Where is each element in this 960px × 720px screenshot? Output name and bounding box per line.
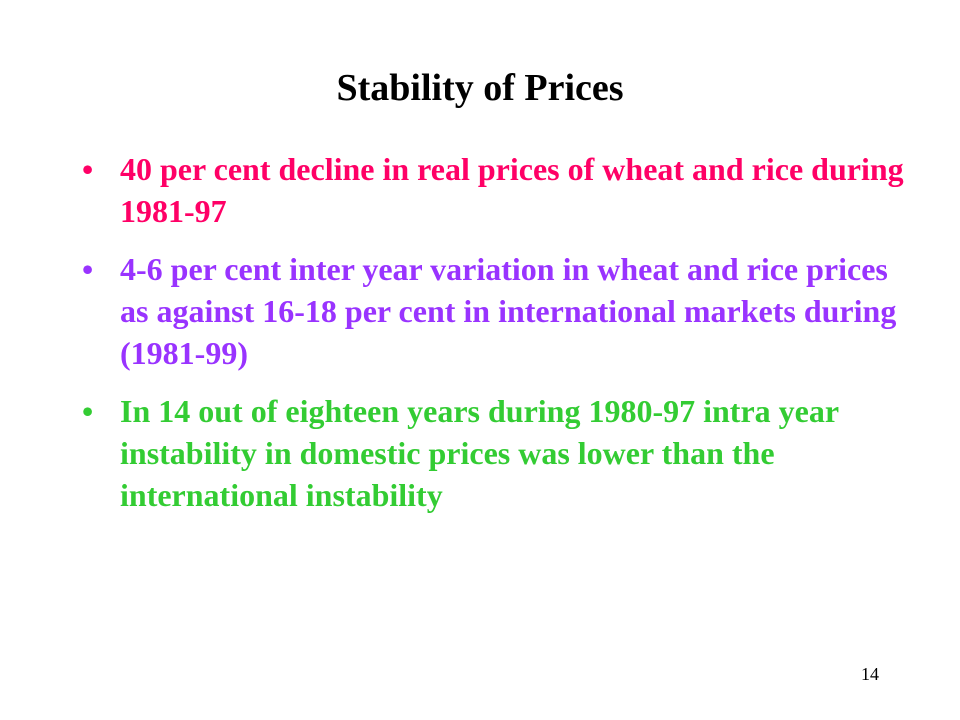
bullet-item: • 4-6 per cent inter year variation in w…: [82, 248, 922, 374]
bullet-dot-icon: •: [82, 151, 94, 187]
page-number: 14: [861, 664, 879, 684]
bullet-text: In 14 out of eighteen years during 1980-…: [120, 393, 839, 513]
bullet-dot-icon: •: [82, 251, 94, 287]
bullet-dot-icon: •: [82, 393, 94, 429]
bullet-text: 4-6 per cent inter year variation in whe…: [120, 251, 897, 371]
bullet-text: 40 per cent decline in real prices of wh…: [120, 151, 904, 229]
bullet-item: • 40 per cent decline in real prices of …: [82, 148, 922, 232]
slide-title: Stability of Prices: [336, 67, 624, 109]
bullet-item: • In 14 out of eighteen years during 198…: [82, 390, 922, 516]
bullet-list: • 40 per cent decline in real prices of …: [82, 148, 922, 532]
